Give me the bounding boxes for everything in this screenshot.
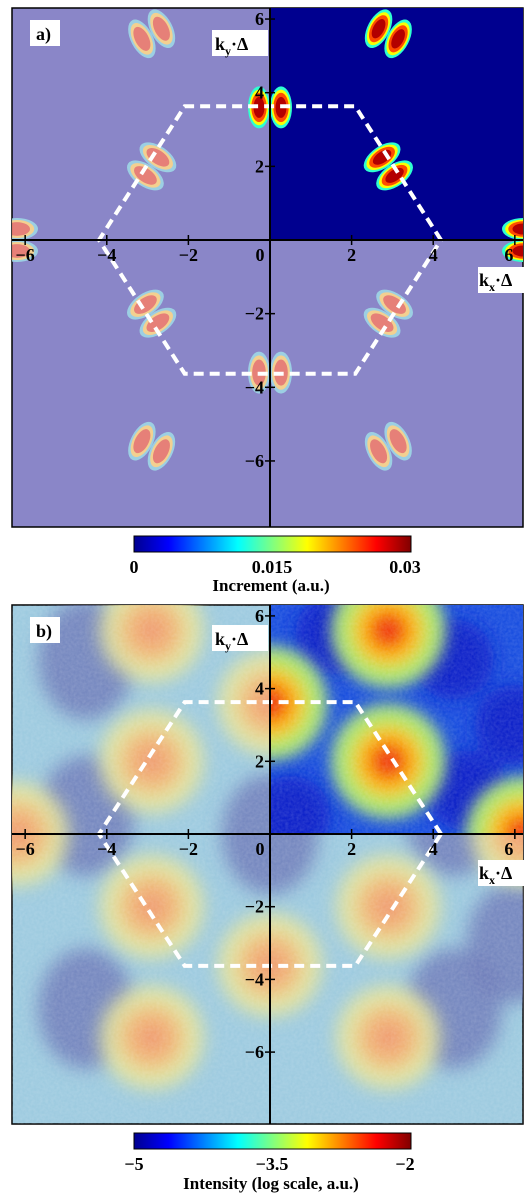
x-tick-label: −2 <box>179 839 198 859</box>
panel-b-noise <box>12 605 523 1124</box>
panel-a-colorbar-label: Increment (a.u.) <box>212 576 329 595</box>
x-tick-label: 6 <box>504 839 513 859</box>
x-tick-label: 4 <box>429 839 438 859</box>
y-tick-label: −2 <box>245 897 264 917</box>
x-tick-label: 2 <box>347 839 356 859</box>
x-tick-label: −2 <box>179 245 198 265</box>
x-tick-label: 0 <box>256 839 265 859</box>
x-tick-label: 2 <box>347 245 356 265</box>
panel-b-colorbar-tick-2: −2 <box>395 1154 414 1174</box>
x-tick-label: 6 <box>504 245 513 265</box>
panel-b-colorbar-tick-1: −3.5 <box>256 1154 289 1174</box>
y-tick-label: −6 <box>245 1042 264 1062</box>
x-tick-label: −6 <box>16 245 35 265</box>
x-tick-label: 0 <box>256 245 265 265</box>
panel-a-colorbar-tick-2: 0.03 <box>389 557 421 577</box>
panel-a-label: a) <box>36 24 51 45</box>
x-tick-label: 4 <box>429 245 438 265</box>
x-tick-label: −4 <box>97 245 116 265</box>
y-tick-label: 4 <box>255 83 264 103</box>
y-tick-label: −2 <box>245 304 264 324</box>
panel-b-label: b) <box>36 621 52 642</box>
y-tick-label: −4 <box>245 969 264 989</box>
x-tick-label: −4 <box>97 839 116 859</box>
panel-a-colorbar-tick-0: 0 <box>130 557 139 577</box>
panel-b-colorbar-label: Intensity (log scale, a.u.) <box>183 1174 359 1193</box>
y-tick-label: 4 <box>255 679 264 699</box>
y-tick-label: 6 <box>255 606 264 626</box>
panel-a-colorbar-tick-1: 0.015 <box>252 557 293 577</box>
panel-b-colorbar-tick-0: −5 <box>124 1154 143 1174</box>
y-tick-label: 6 <box>255 9 264 29</box>
panel-b-colorbar <box>134 1133 411 1149</box>
panel-a-colorbar <box>134 536 411 552</box>
y-tick-label: 2 <box>255 751 264 771</box>
y-tick-label: 2 <box>255 156 264 176</box>
y-tick-label: −6 <box>245 451 264 471</box>
x-tick-label: −6 <box>16 839 35 859</box>
y-tick-label: −4 <box>245 377 264 397</box>
